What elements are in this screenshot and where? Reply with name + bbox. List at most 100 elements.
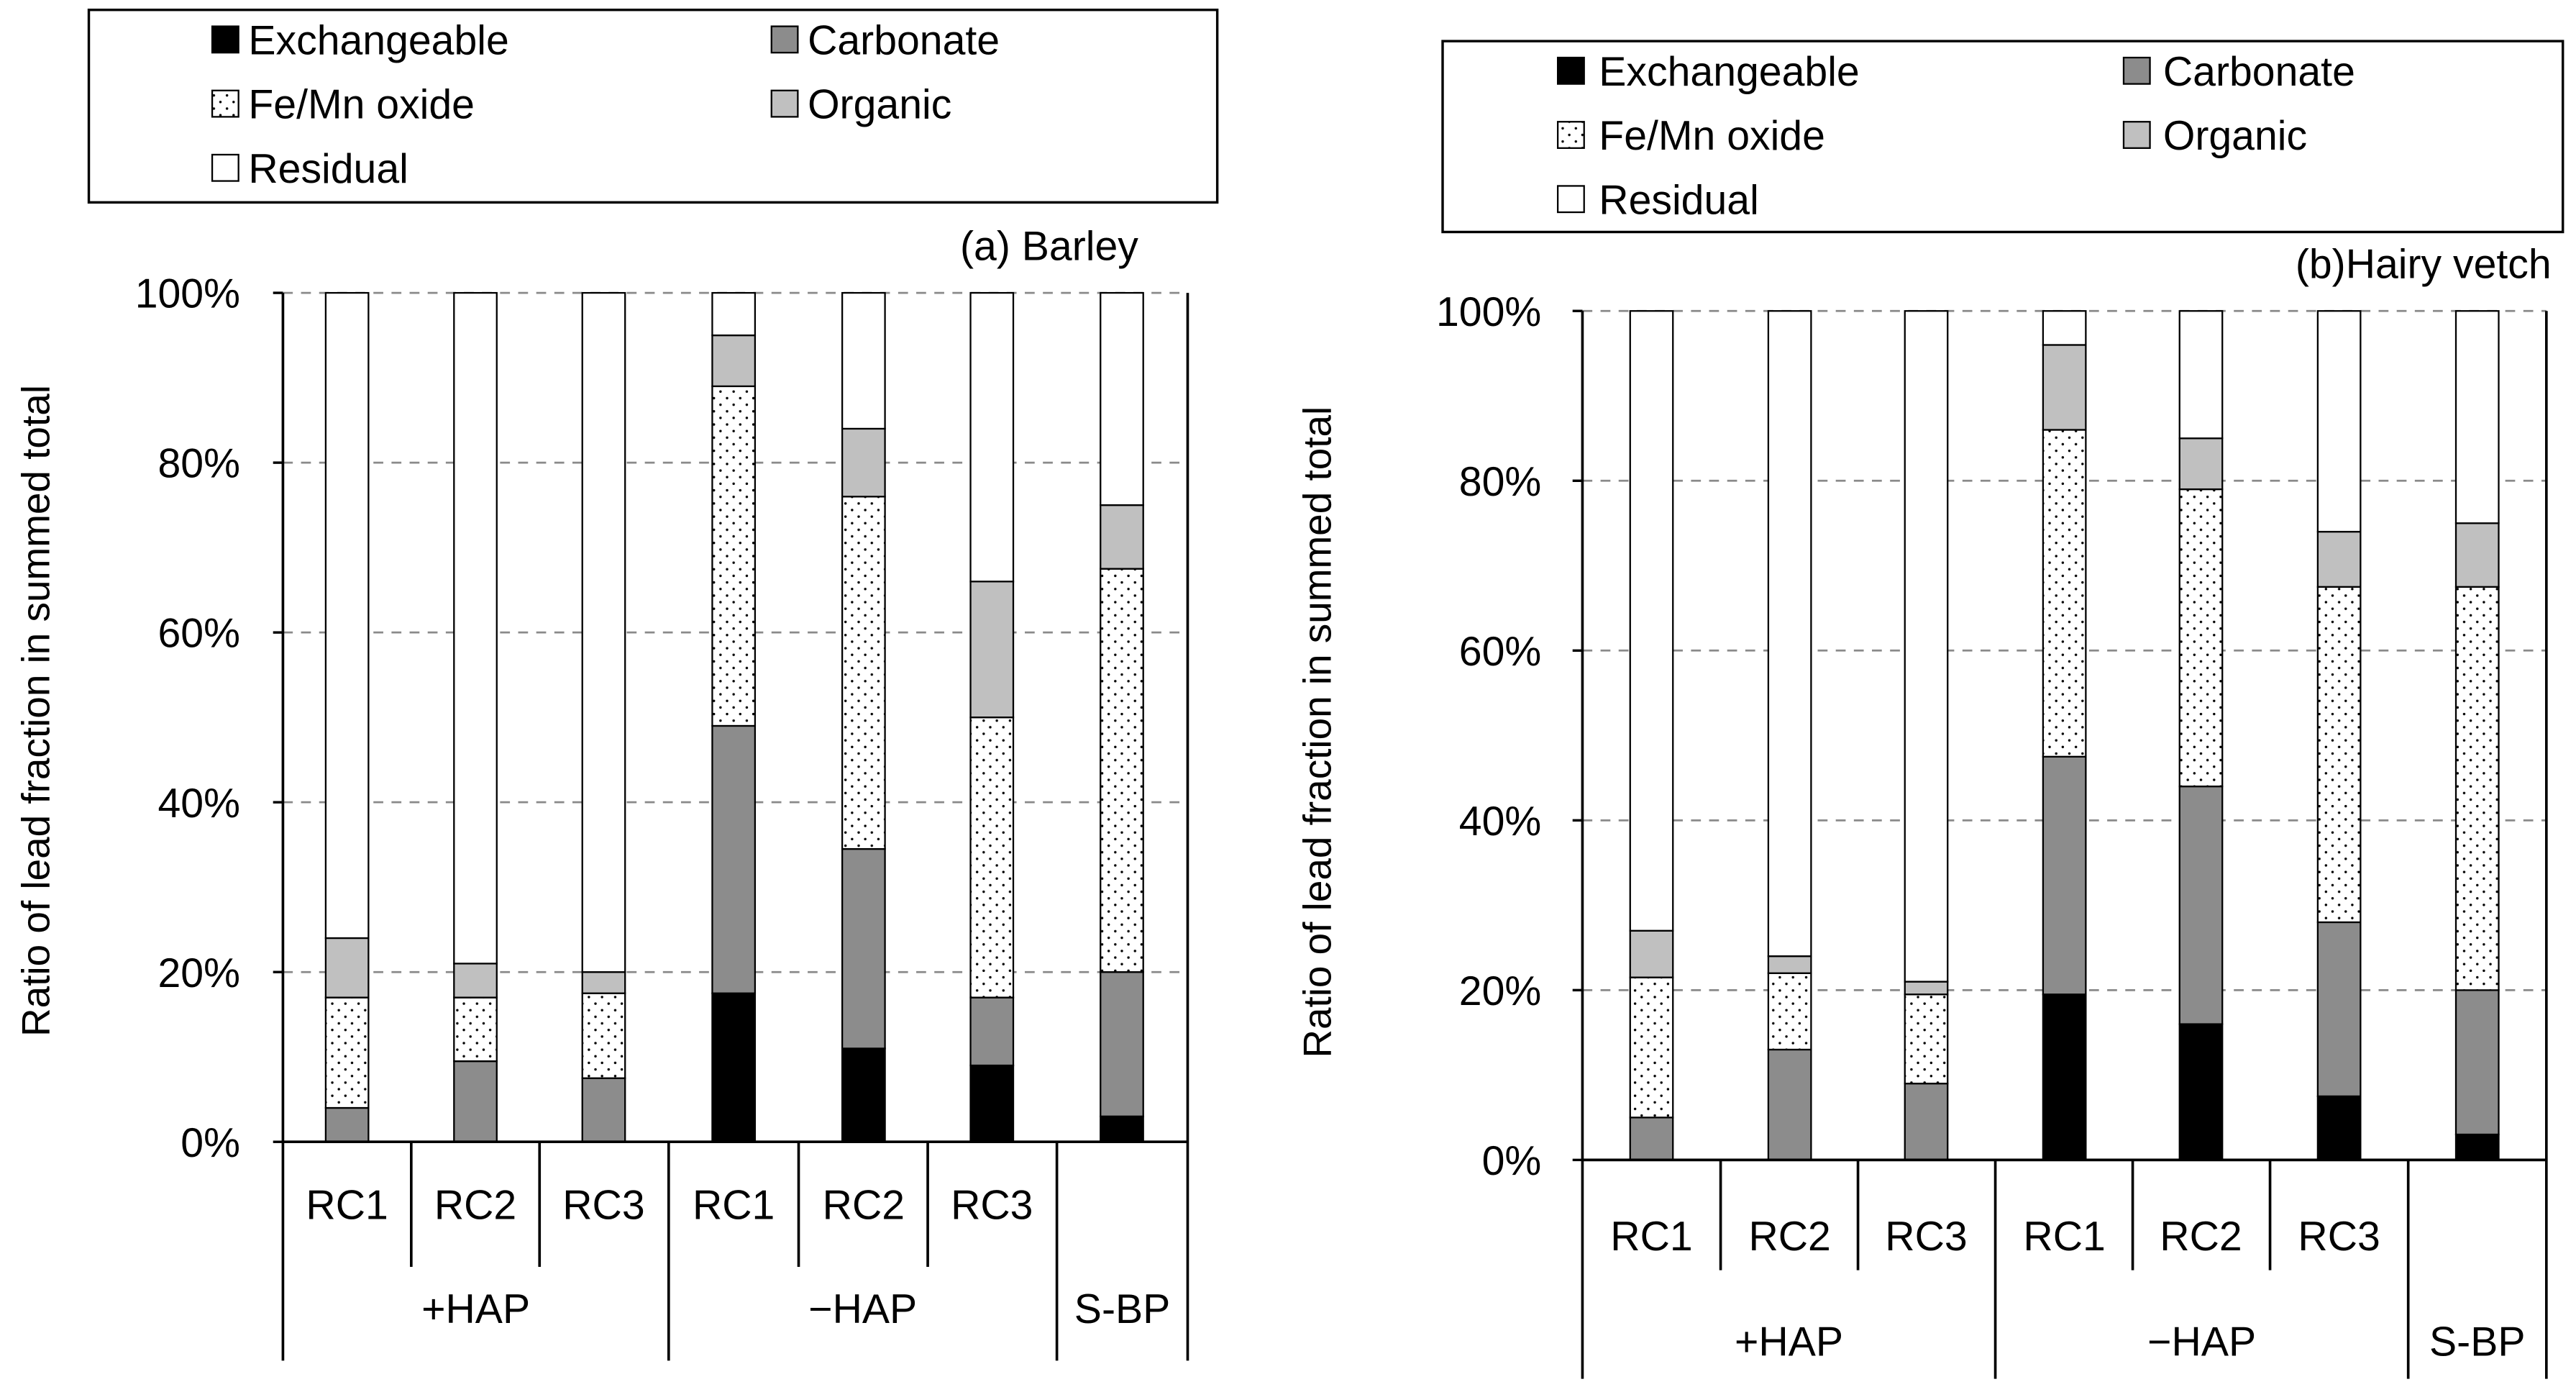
- bar-segment-carbonate: [711, 724, 757, 994]
- bar-stack: [2178, 310, 2224, 1161]
- bar-segment-carbonate: [2316, 921, 2362, 1098]
- bar-stack: [1100, 291, 1144, 1143]
- chart-panel-hairy-vetch: Exchangeable Carbonate Fe/Mn oxide Organ…: [1294, 40, 2564, 1379]
- bar-segment-carbonate: [841, 847, 886, 1050]
- bar-segment-residual: [2042, 310, 2087, 346]
- bar-segment-fe-mn-oxide: [841, 496, 886, 850]
- bar-segment-carbonate: [1100, 971, 1144, 1117]
- bar-segment-residual: [1629, 310, 1674, 932]
- bar-stack: [2316, 310, 2362, 1161]
- bar-segment-residual: [1100, 291, 1144, 506]
- legend-swatch-exchangeable: [1556, 56, 1585, 85]
- legend-swatch-fe-mn-oxide: [1556, 121, 1585, 149]
- bar-segment-fe-mn-oxide: [969, 717, 1015, 999]
- bar-stack: [1904, 310, 1949, 1161]
- bar-segment-residual: [324, 291, 370, 940]
- bar-stack: [841, 291, 886, 1143]
- bar-segment-organic: [324, 937, 370, 999]
- y-tick-label: 0%: [1482, 1138, 1542, 1184]
- bar-segment-organic: [1100, 504, 1144, 570]
- bar-segment-residual: [581, 291, 626, 973]
- bar-segment-carbonate: [1767, 1048, 1812, 1161]
- bar-segment-residual: [2178, 310, 2224, 440]
- legend-label-fe-mn-oxide: Fe/Mn oxide: [248, 82, 475, 128]
- legend-swatch-exchangeable: [211, 25, 239, 54]
- bar-stack: [2454, 310, 2500, 1161]
- bar-segment-organic: [2178, 437, 2224, 491]
- bar-segment-residual: [1767, 310, 1812, 958]
- bar-segment-fe-mn-oxide: [1629, 976, 1674, 1119]
- group-label: +HAP: [421, 1286, 530, 1332]
- bar-segment-fe-mn-oxide: [711, 385, 757, 727]
- bar-stack: [324, 291, 370, 1143]
- bar-stack: [453, 291, 498, 1143]
- y-tick-label: 20%: [158, 950, 240, 996]
- legend-swatch-organic: [770, 89, 799, 118]
- y-axis-label: Ratio of lead fraction in summed total: [14, 385, 58, 1037]
- bar-segment-fe-mn-oxide: [1100, 568, 1144, 973]
- x-tick-label: RC1: [2023, 1214, 2105, 1260]
- bar-segment-carbonate: [581, 1077, 626, 1143]
- legend-box: Exchangeable Carbonate Fe/Mn oxide Organ…: [1441, 40, 2564, 234]
- y-tick-label: 60%: [158, 611, 240, 657]
- bar-segment-organic: [2042, 344, 2087, 431]
- bar-segment-carbonate: [2454, 989, 2500, 1136]
- bar-stack: [1629, 310, 1674, 1161]
- legend-swatch-residual: [211, 153, 239, 182]
- bar-segment-residual: [453, 291, 498, 965]
- bar-segment-carbonate: [2042, 755, 2087, 996]
- bar-segment-residual: [969, 291, 1015, 583]
- legend-label-residual: Residual: [1599, 177, 1758, 223]
- bar-stack: [969, 291, 1015, 1143]
- bar-segment-fe-mn-oxide: [2178, 488, 2224, 788]
- bar-stack: [711, 291, 757, 1143]
- legend-swatch-carbonate: [770, 25, 799, 54]
- bar-segment-fe-mn-oxide: [2316, 586, 2362, 924]
- bar-segment-carbonate: [1904, 1083, 1949, 1161]
- bar-segment-organic: [1629, 929, 1674, 978]
- legend-label-fe-mn-oxide: Fe/Mn oxide: [1599, 113, 1825, 159]
- y-tick-label: 60%: [1459, 629, 1541, 675]
- bar-segment-organic: [841, 427, 886, 498]
- bar-stack: [2042, 310, 2087, 1161]
- bar-segment-carbonate: [2178, 785, 2224, 1025]
- bar-segment-fe-mn-oxide: [1767, 972, 1812, 1051]
- bar-segment-organic: [1904, 981, 1949, 996]
- legend-label-organic: Organic: [808, 82, 951, 128]
- bar-segment-organic: [453, 963, 498, 999]
- bar-segment-exchangeable: [2454, 1133, 2500, 1161]
- bar-segment-organic: [2316, 530, 2362, 588]
- y-tick-label: 20%: [1459, 968, 1541, 1014]
- legend-label-carbonate: Carbonate: [2163, 49, 2355, 95]
- bar-segment-fe-mn-oxide: [453, 996, 498, 1063]
- legend-label-exchangeable: Exchangeable: [1599, 49, 1859, 95]
- y-tick-label: 80%: [158, 441, 240, 487]
- chart-panel-barley: Exchangeable Carbonate Fe/Mn oxide Organ…: [14, 9, 1219, 1361]
- bar-segment-carbonate: [1629, 1117, 1674, 1161]
- x-tick-label: RC2: [1748, 1214, 1830, 1260]
- legend-box: Exchangeable Carbonate Fe/Mn oxide Organ…: [87, 9, 1219, 204]
- x-tick-label: RC3: [1885, 1214, 1967, 1260]
- bar-segment-exchangeable: [1100, 1115, 1144, 1143]
- bar-segment-fe-mn-oxide: [2042, 429, 2087, 758]
- y-tick-label: 100%: [135, 271, 240, 317]
- bar-segment-exchangeable: [711, 992, 757, 1143]
- bar-segment-exchangeable: [2316, 1095, 2362, 1161]
- bar-stack: [1767, 310, 1812, 1161]
- chart-title: (b)Hairy vetch: [2296, 242, 2552, 288]
- legend-label-residual: Residual: [248, 146, 408, 192]
- bar-segment-exchangeable: [2042, 993, 2087, 1161]
- bar-segment-carbonate: [969, 996, 1015, 1067]
- group-label: −HAP: [808, 1286, 917, 1332]
- bar-segment-exchangeable: [841, 1047, 886, 1143]
- bar-stack: [581, 291, 626, 1143]
- legend-label-organic: Organic: [2163, 113, 2307, 159]
- group-label: S-BP: [2429, 1319, 2525, 1365]
- y-tick-label: 0%: [181, 1120, 240, 1166]
- bar-segment-exchangeable: [969, 1064, 1015, 1143]
- legend-swatch-fe-mn-oxide: [211, 89, 239, 118]
- bar-segment-organic: [969, 581, 1015, 719]
- bar-segment-residual: [711, 291, 757, 337]
- y-tick-label: 40%: [158, 781, 240, 827]
